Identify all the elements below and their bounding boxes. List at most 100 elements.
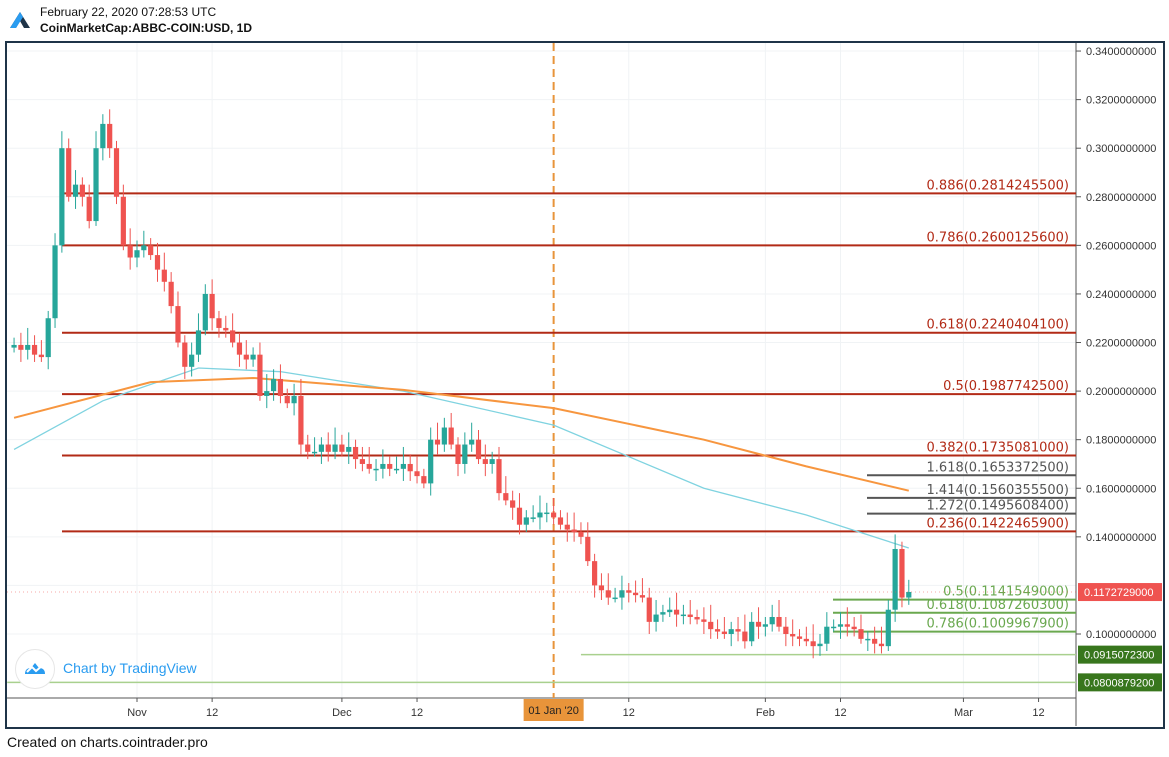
- candle-body: [414, 471, 420, 477]
- candle-body: [100, 123, 106, 149]
- candle-body: [107, 123, 113, 149]
- chart-frame: [5, 41, 1165, 729]
- candle-body: [598, 585, 605, 591]
- candle-body: [339, 444, 345, 452]
- candle-body: [626, 590, 632, 593]
- tradingview-icon: [25, 663, 45, 674]
- ma-fast-line: [13, 367, 909, 549]
- candle-body: [455, 444, 461, 464]
- candle-body: [475, 439, 482, 460]
- candle-body: [223, 327, 229, 331]
- candle-body: [755, 621, 762, 627]
- candle-body: [311, 451, 318, 454]
- candle-body: [79, 184, 85, 197]
- time-tick-label: 12: [1032, 707, 1044, 719]
- support-price-badge: [1078, 645, 1162, 664]
- price-tick-label: 0.1800000000: [1086, 435, 1156, 447]
- candle-body: [708, 621, 714, 630]
- support-price-badge: [1078, 673, 1162, 692]
- fib-red-label: 0.886(0.2814245500): [927, 178, 1069, 193]
- fib-red-label: 0.786(0.2600125600): [927, 230, 1069, 245]
- candle-body: [892, 548, 898, 610]
- candle-body: [503, 493, 509, 501]
- candle-body: [551, 512, 557, 518]
- candle-body: [578, 531, 584, 537]
- candle-body: [653, 614, 659, 622]
- candle-body: [400, 463, 406, 469]
- candle-body: [571, 529, 577, 532]
- candle-body: [154, 255, 161, 270]
- candle-body: [619, 590, 625, 598]
- candle-body: [687, 614, 693, 617]
- support-price-label: 0.0915072300: [1084, 650, 1154, 662]
- candle-body: [113, 148, 120, 197]
- chart-by-tradingview-link[interactable]: Chart by TradingView: [63, 660, 197, 676]
- candle-body: [257, 354, 263, 396]
- candle-body: [714, 629, 721, 632]
- candle-body: [93, 148, 99, 222]
- fib-red-label: 0.618(0.2240404100): [927, 318, 1069, 333]
- candle-body: [844, 624, 850, 627]
- candle-body: [216, 318, 222, 328]
- candle-body: [182, 342, 188, 367]
- candle-body: [749, 621, 755, 642]
- candle-body: [612, 597, 618, 600]
- candle-body: [325, 444, 331, 452]
- time-tick-label: Dec: [332, 707, 352, 719]
- candle-body: [865, 638, 871, 641]
- ma-slow-line: [13, 376, 910, 492]
- candle-body: [366, 463, 372, 469]
- candle-body: [66, 148, 72, 197]
- time-tick-label: 12: [623, 707, 635, 719]
- candle-body: [701, 619, 707, 622]
- candle-body: [605, 590, 611, 598]
- tradingview-logo[interactable]: [15, 649, 55, 689]
- fib-red-label: 0.382(0.1735081000): [927, 440, 1069, 455]
- candle-body: [277, 378, 284, 396]
- candle-body: [728, 629, 734, 634]
- candle-body: [646, 597, 652, 622]
- time-tick-label: Feb: [756, 707, 775, 719]
- candle-body: [776, 616, 782, 627]
- candle-body: [271, 378, 277, 392]
- fib-extension-label: 1.414(0.1560355500): [927, 483, 1069, 498]
- candle-body: [858, 629, 864, 639]
- fib-extension-label: 1.618(0.1653372500): [927, 460, 1069, 475]
- candle-body: [516, 507, 523, 525]
- price-tick-label: 0.2400000000: [1086, 289, 1156, 301]
- candle-body: [52, 245, 58, 319]
- candle-body: [837, 624, 844, 627]
- candle-body: [18, 344, 24, 350]
- candle-body: [168, 281, 174, 307]
- chart-symbol: CoinMarketCap:ABBC-COIN:USD, 1D: [40, 21, 253, 35]
- fib-green-label: 0.618(0.1087260300): [927, 598, 1069, 613]
- candle-body: [810, 641, 816, 647]
- price-tick-label: 0.2800000000: [1086, 192, 1156, 204]
- candle-body: [824, 626, 830, 644]
- candle-body: [585, 536, 591, 562]
- candle-body: [25, 344, 31, 350]
- price-tick-label: 0.2000000000: [1086, 386, 1156, 398]
- candle-body: [291, 395, 297, 404]
- candle-body: [209, 293, 215, 319]
- candle-body: [592, 561, 598, 586]
- candle-body: [141, 245, 147, 251]
- price-tick-label: 0.3000000000: [1086, 143, 1156, 155]
- candle-body: [86, 196, 92, 222]
- candle-body: [544, 512, 550, 515]
- candle-body: [175, 306, 181, 343]
- candle-body: [236, 342, 243, 355]
- last-price-label: 0.1172729000: [1084, 587, 1154, 599]
- candle-body: [407, 463, 413, 472]
- time-tick-label: Nov: [127, 707, 147, 719]
- candle-body: [790, 634, 796, 637]
- candle-body: [831, 626, 837, 629]
- candle-body: [899, 548, 905, 598]
- candle-body: [667, 609, 673, 613]
- fib-green-label: 0.5(0.1141549000): [943, 585, 1069, 600]
- candle-body: [284, 395, 290, 404]
- candle-body: [796, 636, 803, 639]
- chart-datetime: February 22, 2020 07:28:53 UTC: [40, 5, 217, 19]
- time-tick-label: Mar: [954, 707, 973, 719]
